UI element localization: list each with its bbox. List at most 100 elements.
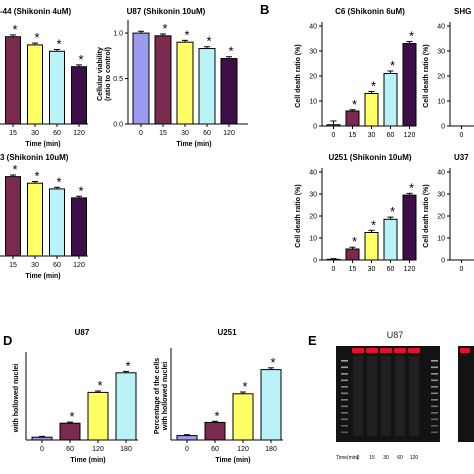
x-tick-label: 60: [387, 266, 395, 273]
lane-smear: [395, 356, 405, 436]
bar: [383, 218, 398, 261]
x-tick-label: 0: [40, 446, 44, 453]
x-tick-label: 0: [185, 446, 189, 453]
significance-star: *: [371, 79, 376, 94]
x-tick-label: 15: [9, 130, 17, 137]
significance-star: *: [352, 97, 357, 112]
chart-panel-b2: SHG 0 10 20 30 40 Cell death ratio (%) 0: [423, 7, 474, 139]
bar: [27, 44, 43, 125]
gel-ladder: [341, 360, 438, 434]
significance-star: *: [270, 355, 275, 370]
ladder-band: [431, 373, 438, 375]
chart-title: -44 (Shikonin 4uM): [0, 7, 71, 16]
bar: [326, 258, 341, 261]
x-axis-label: Time (min): [215, 457, 250, 464]
chart-title: U251 (Shikonin 10uM): [328, 153, 411, 162]
y-tick-label: 10: [309, 236, 317, 243]
significance-star: *: [162, 21, 167, 36]
ladder-band: [341, 386, 348, 388]
bar: [71, 66, 87, 125]
y-tick-label: 0: [441, 124, 445, 131]
y-axis-label: Cell death ratio (%): [295, 184, 302, 247]
bar: [176, 41, 194, 125]
y-tick-label: 0: [313, 258, 317, 265]
significance-star: *: [206, 34, 211, 49]
ladder-band: [341, 425, 348, 427]
bar: [59, 422, 81, 441]
lane-smear: [353, 356, 363, 436]
y-tick-label: 30: [309, 192, 317, 199]
bar: [49, 188, 65, 257]
significance-star: *: [78, 52, 83, 67]
bar: [383, 73, 398, 127]
bar: [326, 124, 341, 127]
ladder-band: [341, 399, 348, 401]
lane-smear: [409, 356, 419, 436]
chart-panel-b3: U251 (Shikonin 10uM) 0 10 20 30 40 Cell death …: [295, 153, 417, 273]
chart-title: U37: [454, 153, 469, 162]
x-tick-label: 30: [31, 262, 39, 269]
x-axis-label: Time (min): [25, 141, 60, 148]
significance-star: *: [409, 180, 414, 195]
x-tick-label: 15: [9, 262, 17, 269]
x-tick-label: 120: [73, 262, 85, 269]
significance-star: *: [97, 378, 102, 393]
significance-star: *: [56, 36, 61, 51]
gel-lane-label: 30: [383, 455, 389, 461]
ladder-band: [431, 386, 438, 388]
y-tick-label: 30: [437, 192, 445, 199]
y-tick-label: 30: [309, 49, 317, 56]
x-tick-label: 30: [181, 130, 189, 137]
bar: [176, 435, 198, 441]
bar: [232, 393, 254, 441]
x-tick-label: 120: [92, 446, 104, 453]
ladder-band: [431, 431, 438, 434]
bar: [260, 369, 282, 441]
significance-star: *: [34, 30, 39, 45]
x-tick-label: 15: [349, 132, 357, 139]
ladder-band: [341, 360, 348, 362]
bar: [31, 436, 53, 441]
y-tick-label: 20: [437, 74, 445, 81]
bar: [204, 421, 226, 441]
ladder-band: [341, 366, 348, 369]
bar: [71, 197, 87, 257]
gel-lane-labels: 0 15 30 60 120: [357, 455, 419, 461]
y-tick-label: 40: [437, 170, 445, 177]
gel-bands: [352, 348, 470, 436]
bar: [5, 36, 21, 125]
ladder-band: [341, 405, 348, 408]
lane-smear: [367, 356, 377, 436]
ladder-band: [431, 399, 438, 401]
chart-title: U87: [75, 328, 90, 337]
significance-star: *: [352, 234, 357, 249]
y-tick-label: 30: [437, 49, 445, 56]
gel-title: U87: [387, 330, 404, 340]
chart-panel-d2: U251 Percentage of the cellswith hollowed…: [154, 328, 283, 464]
ladder-band: [341, 431, 348, 434]
x-tick-label: 60: [211, 446, 219, 453]
x-tick-label: 60: [53, 262, 61, 269]
y-axis-label: Cell death ratio (%): [423, 184, 430, 247]
x-tick-label: 180: [265, 446, 277, 453]
y-tick-label: 0.0: [113, 122, 123, 129]
bar: [49, 50, 65, 125]
y-tick-label: 10: [437, 236, 445, 243]
bar: [364, 93, 379, 127]
bar: [5, 176, 21, 257]
x-tick-label: 120: [73, 130, 85, 137]
significance-star: *: [409, 29, 414, 44]
bar: [402, 43, 417, 127]
x-tick-label: 0: [460, 132, 464, 139]
y-tick-label: 40: [437, 24, 445, 31]
x-tick-label: 30: [368, 132, 376, 139]
x-tick-label: 120: [404, 132, 416, 139]
significance-star: *: [12, 22, 17, 37]
well-band: [460, 348, 470, 353]
significance-star: *: [56, 174, 61, 189]
significance-star: *: [390, 58, 395, 73]
chart-panel-b1: C6 (Shikonin 6uM) 0 10 20 30 40 Cell death rat…: [295, 7, 417, 139]
lane-smear: [381, 356, 391, 436]
